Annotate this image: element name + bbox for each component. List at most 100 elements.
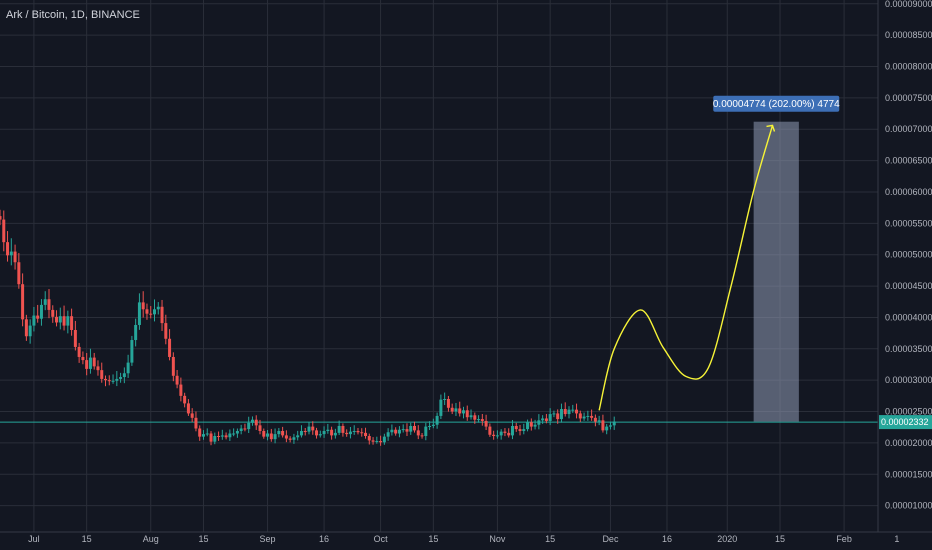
candle — [258, 419, 262, 435]
candle — [563, 402, 567, 417]
current-price-tag — [879, 415, 932, 430]
candle — [461, 406, 465, 419]
candle — [469, 409, 473, 420]
candle — [243, 423, 247, 432]
candle — [0, 209, 2, 226]
projection-arrowhead — [766, 124, 776, 132]
candle — [612, 416, 616, 430]
price-tick-label: 0.00001000 — [885, 501, 932, 511]
candle — [220, 429, 224, 440]
time-tick-label: Nov — [489, 534, 506, 544]
candle — [345, 429, 349, 437]
candle — [209, 431, 213, 446]
candle — [510, 419, 514, 440]
candle — [126, 354, 130, 378]
candle — [92, 352, 96, 370]
measure-box[interactable] — [753, 121, 799, 422]
candle — [454, 402, 458, 416]
candle-series — [0, 209, 616, 446]
candle — [590, 409, 594, 421]
measure-tool[interactable]: 0.00004774 (202.00%) 4774 — [713, 95, 840, 422]
time-axis[interactable]: Jul 15 Aug 15 Sep 16 Oct 15 Nov 15 Dec 16 2020 15 Feb 1 — [0, 531, 932, 550]
candle — [488, 423, 492, 437]
candle — [416, 425, 420, 440]
candle — [514, 422, 518, 432]
candle — [375, 436, 379, 444]
candle — [232, 428, 236, 437]
candle — [160, 299, 164, 331]
candle — [495, 430, 499, 439]
time-tick-label: 1 — [894, 534, 899, 544]
candle — [326, 423, 330, 434]
candle — [473, 412, 477, 424]
candle — [137, 293, 141, 330]
time-tick-label: Jul — [28, 534, 40, 544]
candle — [164, 314, 168, 345]
candle — [409, 422, 413, 435]
candle — [450, 403, 454, 415]
candle — [405, 423, 409, 436]
candle — [262, 428, 266, 439]
candle — [149, 306, 153, 319]
candle — [13, 244, 17, 270]
price-tick-label: 0.00002000 — [885, 438, 932, 448]
candle — [217, 431, 221, 441]
candle — [186, 399, 190, 416]
time-tick-label: 15 — [82, 534, 92, 544]
candle — [318, 430, 322, 438]
candle — [364, 427, 368, 439]
projection-curve[interactable] — [598, 125, 774, 411]
candle — [382, 433, 386, 445]
time-tick-label: Feb — [836, 534, 852, 544]
time-tick-label: 15 — [775, 534, 785, 544]
candle — [141, 291, 145, 318]
candle — [499, 429, 503, 440]
candle — [315, 427, 319, 439]
candle — [480, 413, 484, 426]
candle — [201, 430, 205, 440]
candle — [85, 353, 89, 376]
symbol-title: Ark / Bitcoin, 1D, BINANCE — [6, 9, 140, 21]
candle — [175, 370, 179, 389]
candle — [134, 318, 138, 347]
candle — [32, 306, 36, 332]
candle — [333, 428, 337, 439]
measure-label: 0.00004774 (202.00%) 4774 — [713, 99, 840, 110]
candle — [66, 310, 70, 334]
candle — [88, 348, 92, 374]
candle — [62, 305, 66, 331]
candle — [507, 428, 511, 438]
price-tick-label: 0.00006500 — [885, 156, 932, 166]
candle — [156, 302, 160, 315]
candle — [269, 428, 273, 442]
price-tick-label: 0.00008500 — [885, 30, 932, 40]
price-tick-label: 0.00005500 — [885, 218, 932, 228]
candle — [322, 426, 326, 438]
candle — [386, 428, 390, 441]
candle — [273, 428, 277, 444]
price-tick-label: 0.00004500 — [885, 281, 932, 291]
price-tick-label: 0.00009000 — [885, 0, 932, 9]
measure-label-bg — [713, 95, 840, 112]
candle — [299, 425, 303, 438]
price-tick-label: 0.00001500 — [885, 469, 932, 479]
candle — [348, 426, 352, 439]
time-tick-label: 15 — [428, 534, 438, 544]
price-axis[interactable]: 0.00009000 0.00008500 0.00008000 0.00007500… — [877, 0, 932, 550]
candle — [205, 428, 209, 437]
price-tick-label: 0.00003000 — [885, 375, 932, 385]
candle — [518, 424, 522, 436]
candle — [356, 427, 360, 435]
projection-drawing[interactable] — [598, 124, 776, 411]
candle — [235, 428, 239, 438]
candle — [360, 428, 364, 437]
candle — [578, 410, 582, 423]
candle — [39, 299, 43, 326]
grid-lines — [0, 0, 878, 532]
candle — [281, 426, 285, 438]
candle — [292, 433, 296, 444]
price-tick-label: 0.00002500 — [885, 407, 932, 417]
candle — [458, 401, 462, 417]
